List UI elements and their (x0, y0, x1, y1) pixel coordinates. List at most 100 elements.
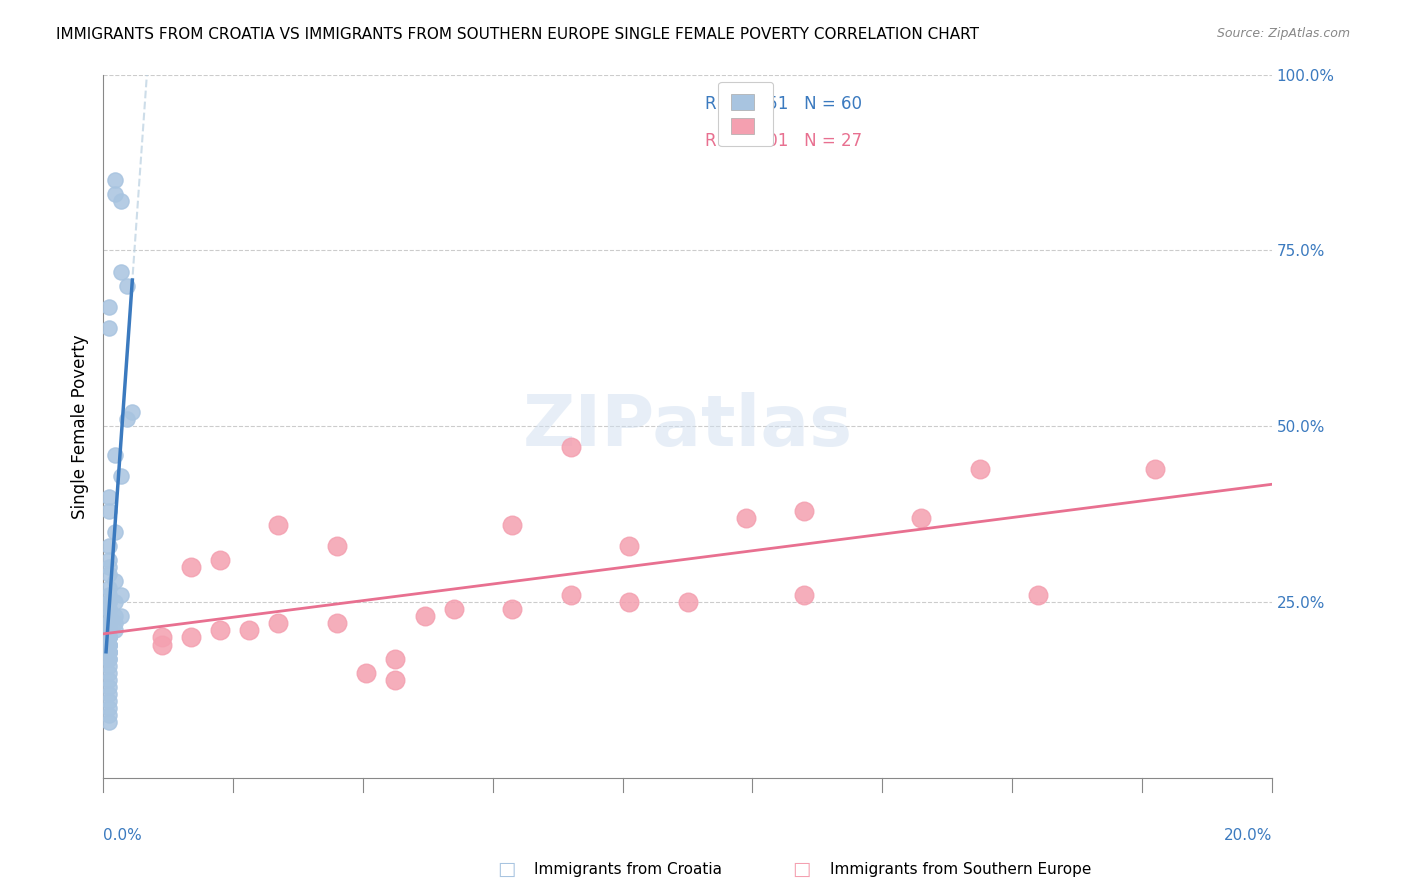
Point (98, 616, 121, 631)
Point (98, 673, 121, 687)
Point (969, 461, 991, 475)
Point (180, 560, 202, 574)
Point (98, 631, 121, 645)
Text: Immigrants from Croatia: Immigrants from Croatia (534, 863, 723, 877)
Point (98, 694, 121, 708)
Point (384, 651, 406, 665)
Point (104, 624, 127, 638)
Point (617, 595, 640, 609)
Text: ZIPatlas: ZIPatlas (523, 392, 852, 461)
Point (104, 524, 127, 539)
Point (98, 581, 121, 595)
Point (98, 631, 121, 645)
Point (617, 539, 640, 553)
Point (208, 624, 231, 638)
Point (98, 644, 121, 658)
Point (104, 595, 127, 609)
Text: □: □ (792, 860, 811, 880)
Point (98, 644, 121, 658)
Point (98, 609, 121, 624)
Point (354, 665, 377, 680)
Point (98, 651, 121, 665)
Point (98, 631, 121, 645)
Text: Immigrants from Southern Europe: Immigrants from Southern Europe (830, 863, 1091, 877)
Point (560, 441, 582, 455)
Point (110, 588, 132, 602)
Text: 20.0%: 20.0% (1223, 828, 1272, 843)
Point (98, 567, 121, 582)
Point (98, 644, 121, 658)
Point (267, 517, 290, 532)
Point (98, 638, 121, 652)
Point (98, 665, 121, 680)
Point (98, 595, 121, 609)
Point (150, 638, 173, 652)
Point (98, 504, 121, 518)
Point (98, 321, 121, 335)
Point (98, 624, 121, 638)
Text: Source: ZipAtlas.com: Source: ZipAtlas.com (1216, 27, 1350, 40)
Point (98, 638, 121, 652)
Text: 0.0%: 0.0% (103, 828, 142, 843)
Point (98, 560, 121, 574)
Point (326, 539, 349, 553)
Point (98, 490, 121, 504)
Point (98, 588, 121, 602)
Legend: , : , (718, 82, 773, 146)
Point (735, 511, 758, 525)
Point (150, 631, 173, 645)
Point (121, 405, 143, 419)
Point (110, 609, 132, 624)
Point (443, 602, 465, 616)
Point (110, 264, 132, 278)
Point (208, 553, 231, 567)
Point (384, 673, 406, 687)
Point (98, 638, 121, 652)
Point (98, 300, 121, 314)
Point (98, 553, 121, 567)
Point (104, 173, 127, 187)
Point (910, 511, 932, 525)
Point (1143, 461, 1166, 475)
Point (104, 187, 127, 202)
Point (98, 539, 121, 553)
Point (98, 624, 121, 638)
Point (1026, 588, 1049, 602)
Point (180, 631, 202, 645)
Point (98, 644, 121, 658)
Point (501, 602, 523, 616)
Point (98, 658, 121, 673)
Point (110, 468, 132, 483)
Point (98, 707, 121, 722)
Point (98, 680, 121, 694)
Point (98, 602, 121, 616)
Point (98, 616, 121, 631)
Point (104, 574, 127, 589)
Text: □: □ (496, 860, 516, 880)
Point (98, 714, 121, 729)
Point (267, 616, 290, 631)
Text: R = 0.701   N = 27: R = 0.701 N = 27 (704, 132, 862, 151)
Point (326, 616, 349, 631)
Point (676, 595, 699, 609)
Point (98, 687, 121, 701)
Point (110, 194, 132, 209)
Text: IMMIGRANTS FROM CROATIA VS IMMIGRANTS FROM SOUTHERN EUROPE SINGLE FEMALE POVERTY: IMMIGRANTS FROM CROATIA VS IMMIGRANTS FR… (56, 27, 979, 42)
Point (98, 651, 121, 665)
Point (98, 602, 121, 616)
Point (98, 631, 121, 645)
Text: R = 0.451   N = 60: R = 0.451 N = 60 (704, 95, 862, 113)
Point (104, 448, 127, 462)
Point (560, 588, 582, 602)
Point (115, 412, 138, 426)
Point (98, 616, 121, 631)
Point (104, 616, 127, 631)
Point (104, 609, 127, 624)
Point (115, 278, 138, 293)
Point (98, 595, 121, 609)
Point (98, 701, 121, 715)
Y-axis label: Single Female Poverty: Single Female Poverty (72, 334, 89, 518)
Point (793, 504, 815, 518)
Point (238, 624, 260, 638)
Point (501, 517, 523, 532)
